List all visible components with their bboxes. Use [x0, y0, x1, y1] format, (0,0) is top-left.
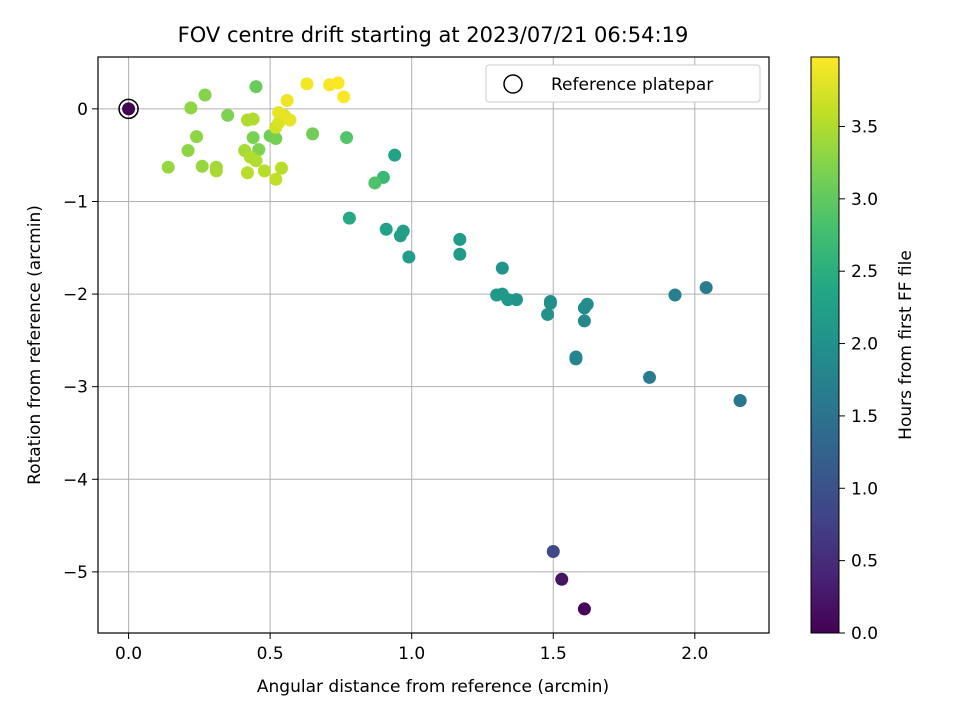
data-point [577, 602, 591, 616]
data-point [733, 394, 747, 408]
data-point [368, 176, 382, 190]
data-point [272, 106, 286, 120]
x-tick-label: 2.0 [681, 644, 708, 664]
x-tick-label: 0.5 [257, 644, 284, 664]
x-axis-label: Angular distance from reference (arcmin) [257, 677, 609, 697]
data-point [195, 159, 209, 173]
data-point [240, 166, 254, 180]
data-point [388, 148, 402, 162]
reference-marker [118, 98, 139, 120]
data-point [283, 113, 297, 127]
data-point [257, 164, 271, 178]
data-point [269, 172, 283, 186]
colorbar-tick-label: 1.5 [851, 407, 878, 427]
data-point [342, 211, 356, 225]
x-tick-label: 0.0 [115, 644, 142, 664]
y-tick-label: −4 [63, 470, 88, 490]
grid [98, 57, 769, 633]
x-tick-label: 1.5 [540, 644, 567, 664]
legend: Reference platepar [485, 64, 761, 103]
x-tick-label: 1.0 [398, 644, 425, 664]
data-point [402, 250, 416, 264]
plot-frame [97, 56, 770, 634]
data-point [221, 108, 235, 122]
colorbar-tick-label: 0.0 [851, 624, 878, 644]
data-point [541, 307, 555, 321]
data-point [555, 572, 569, 586]
data-point [337, 90, 351, 104]
scatter-points [118, 76, 747, 616]
data-point [331, 76, 345, 90]
colorbar-tick-label: 3.0 [851, 190, 878, 210]
colorbar-tick-label: 3.5 [851, 117, 878, 137]
colorbar-label: Hours from first FF file [896, 250, 916, 440]
data-point [699, 281, 713, 295]
data-point [280, 94, 294, 108]
data-point [249, 80, 263, 94]
y-tick-label: −3 [63, 378, 88, 398]
data-point [274, 161, 288, 175]
data-point [306, 127, 320, 141]
data-point [580, 297, 594, 311]
data-point [577, 314, 591, 328]
colorbar: 0.0 0.5 1.0 1.5 2.0 2.5 3.0 3.5 Hours from firs… [810, 56, 916, 644]
y-tick-label: −2 [63, 285, 88, 305]
colorbar-ticks: 0.0 0.5 1.0 1.5 2.0 2.5 3.0 3.5 [839, 117, 878, 644]
data-point [181, 144, 195, 158]
chart-title: FOV centre drift starting at 2023/07/21 … [178, 23, 689, 47]
data-point [246, 112, 260, 126]
data-point [643, 370, 657, 384]
data-point [184, 101, 198, 115]
data-point [495, 261, 509, 275]
data-point [198, 88, 212, 102]
data-point [340, 131, 354, 145]
data-point [252, 143, 266, 157]
data-point [543, 294, 557, 308]
data-point [569, 350, 583, 364]
colorbar-tick-label: 2.0 [851, 335, 878, 355]
data-point [161, 160, 175, 174]
y-tick-label: 0 [77, 100, 88, 120]
y-axis-label: Rotation from reference (arcmin) [25, 205, 45, 485]
data-point [453, 247, 467, 261]
data-point [122, 102, 136, 116]
legend-box [485, 64, 761, 103]
data-point [396, 224, 410, 238]
y-tick-label: −5 [63, 563, 88, 583]
colorbar-gradient [810, 56, 840, 634]
colorbar-tick-label: 2.5 [851, 262, 878, 282]
data-point [246, 131, 260, 145]
x-axis-ticks: 0.0 0.5 1.0 1.5 2.0 [115, 633, 708, 664]
colorbar-tick-label: 0.5 [851, 552, 878, 572]
colorbar-tick-label: 1.0 [851, 479, 878, 499]
data-point [190, 130, 204, 144]
data-point [249, 154, 263, 168]
data-point [490, 288, 504, 302]
data-point [668, 288, 682, 302]
data-point [269, 131, 283, 145]
data-point [379, 222, 393, 236]
data-point [300, 77, 314, 91]
y-tick-label: −1 [63, 192, 88, 212]
y-axis-ticks: 0 −1 −2 −3 −4 −5 [63, 100, 98, 583]
legend-label: Reference platepar [551, 75, 713, 95]
data-point [209, 164, 223, 178]
data-point [546, 545, 560, 559]
legend-marker-icon [503, 74, 523, 94]
data-point [453, 232, 467, 246]
